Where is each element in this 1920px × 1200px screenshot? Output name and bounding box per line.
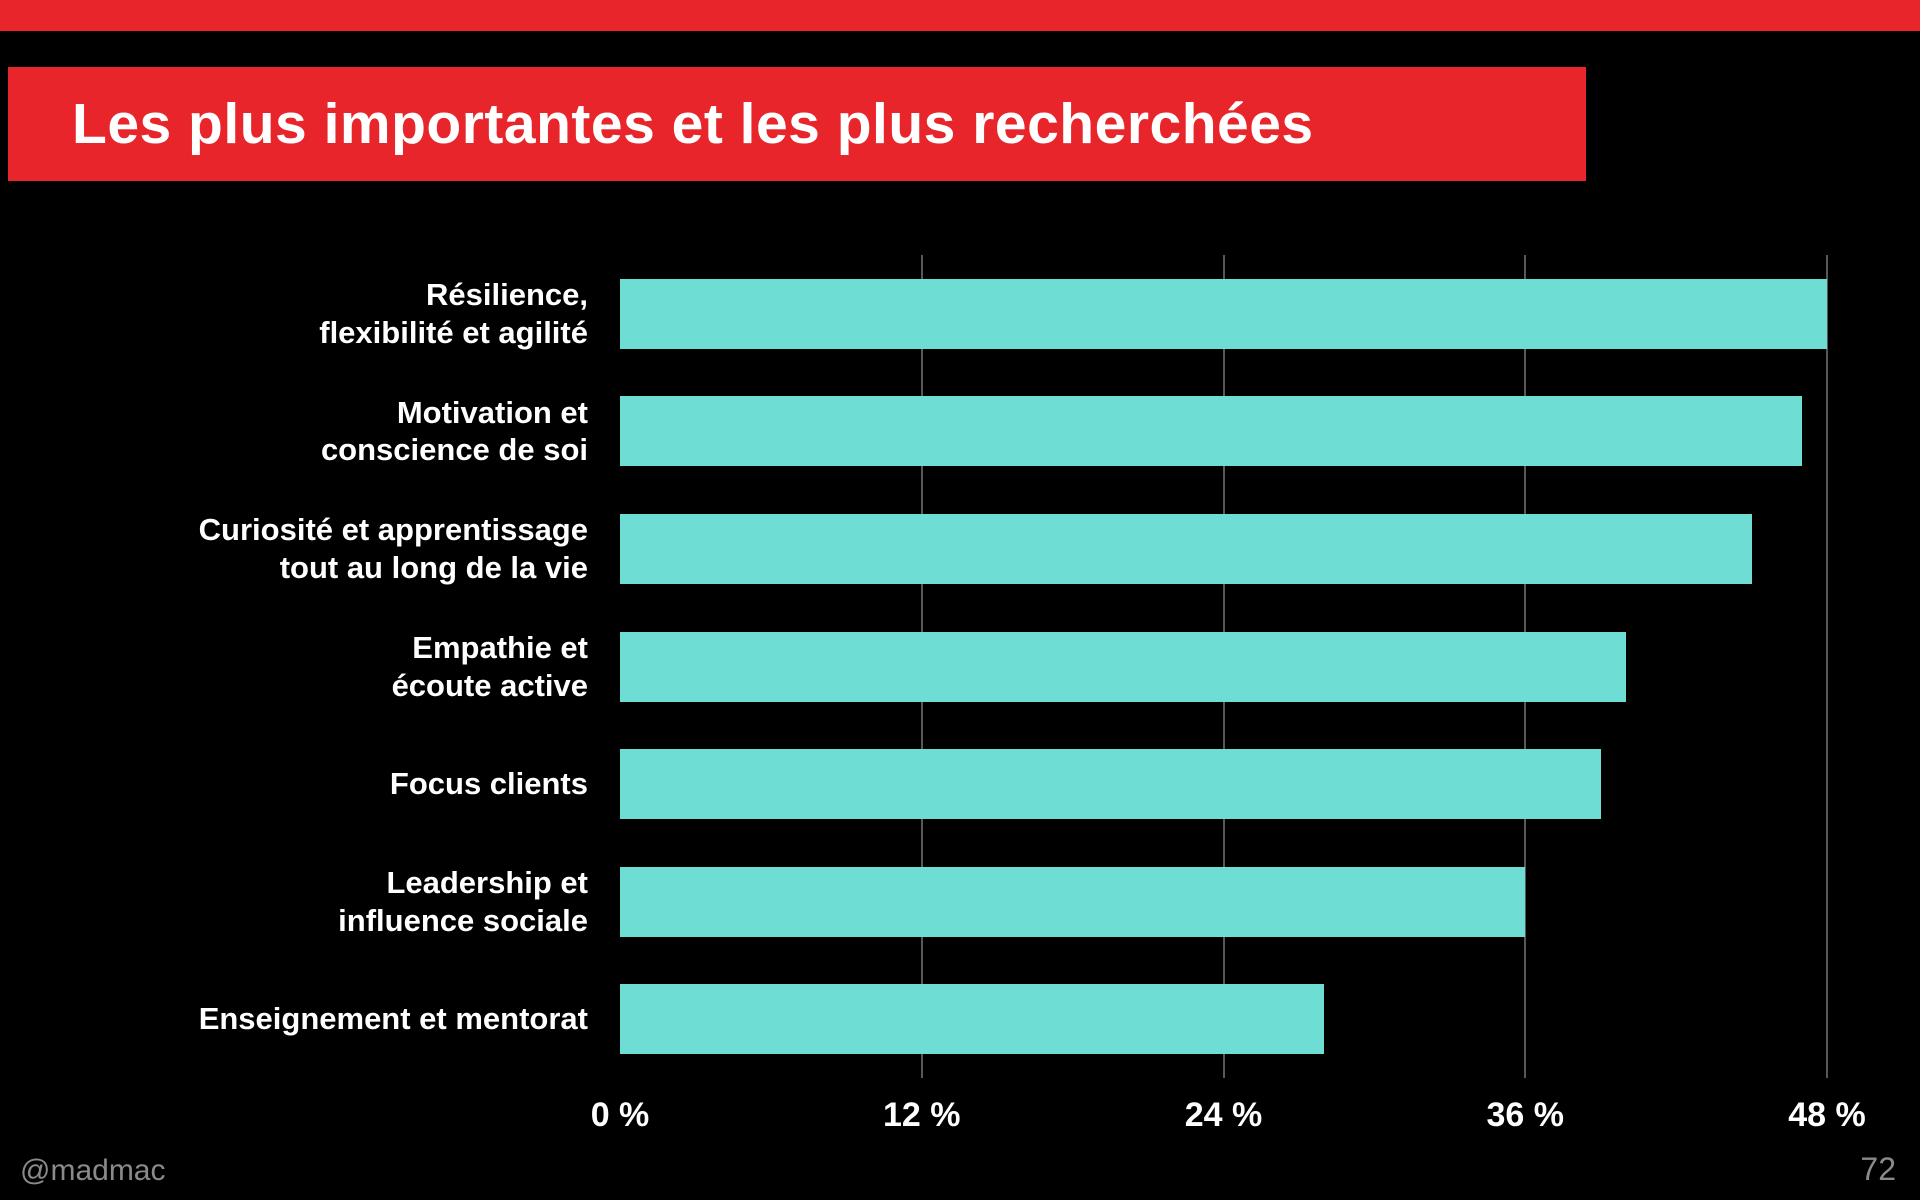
category-label: Motivation et conscience de soi xyxy=(320,394,588,468)
bar-row xyxy=(620,373,1827,491)
x-tick-label: 24 % xyxy=(1184,1096,1263,1134)
author-handle: @madmac xyxy=(20,1154,166,1187)
bar-rows xyxy=(620,255,1827,1078)
bar-row xyxy=(620,608,1827,726)
bar xyxy=(620,866,1526,937)
category-label: Empathie et écoute active xyxy=(391,629,588,703)
category-label: Résilience, flexibilité et agilité xyxy=(319,276,588,350)
bar xyxy=(620,749,1601,820)
bar xyxy=(620,278,1827,349)
bar-row xyxy=(620,725,1827,843)
category-label: Focus clients xyxy=(389,766,588,802)
category-labels: Résilience, flexibilité et agilité Motiva… xyxy=(0,255,588,1078)
category-label: Leadership et influence sociale xyxy=(338,864,588,938)
plot-area xyxy=(620,255,1828,1078)
bar-row xyxy=(620,255,1827,373)
x-axis: 0 % 12 % 24 % 36 % 48 % xyxy=(591,1096,1866,1140)
bar xyxy=(620,396,1802,467)
bar xyxy=(620,513,1752,584)
x-tick-label: 12 % xyxy=(883,1096,961,1134)
x-tick-label: 36 % xyxy=(1486,1096,1565,1134)
slide-title: Les plus importantes et les plus recherc… xyxy=(72,92,1314,156)
x-tick-label: 0 % xyxy=(590,1096,650,1134)
bar-row xyxy=(620,843,1827,961)
page-number: 72 xyxy=(1860,1151,1896,1187)
bar-row xyxy=(620,960,1827,1078)
x-tick-label: 48 % xyxy=(1788,1096,1866,1134)
category-label: Enseignement et mentorat xyxy=(198,1001,588,1037)
bar xyxy=(620,631,1626,702)
bar-row xyxy=(620,490,1827,608)
bar-chart: Résilience, flexibilité et agilité Motiva… xyxy=(0,255,1920,1078)
bar xyxy=(620,984,1325,1055)
title-banner: Les plus importantes et les plus recherc… xyxy=(8,67,1586,181)
category-label: Curiosité et apprentissage tout au long … xyxy=(198,512,588,585)
gridline xyxy=(1826,255,1828,1078)
top-accent-strip xyxy=(0,0,1920,31)
